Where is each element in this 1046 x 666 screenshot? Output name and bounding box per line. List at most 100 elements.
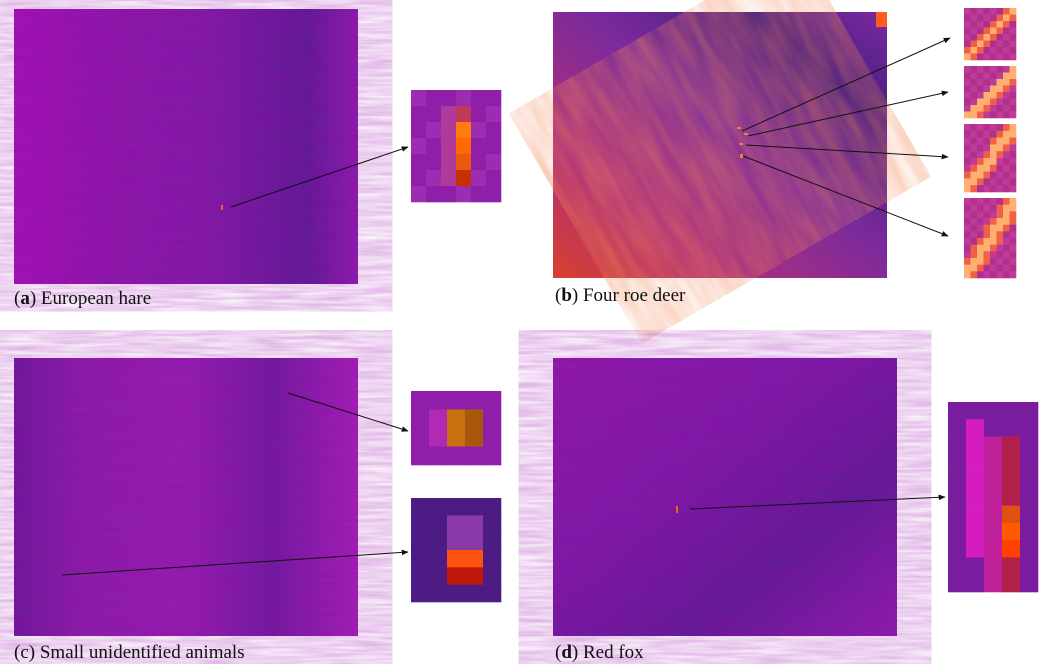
pixel xyxy=(970,171,978,179)
pixel xyxy=(984,436,1003,455)
pixel xyxy=(1003,79,1010,86)
pixel xyxy=(990,244,997,252)
pixel xyxy=(966,436,985,455)
pixel xyxy=(483,446,502,466)
pixel xyxy=(1009,264,1017,272)
pixel xyxy=(983,66,991,73)
pixel xyxy=(471,154,487,171)
pixel xyxy=(447,584,466,603)
pixel xyxy=(486,186,502,203)
pixel xyxy=(970,66,978,73)
pixel xyxy=(948,522,967,541)
pixel xyxy=(447,446,466,466)
pixel xyxy=(990,185,997,193)
pixel xyxy=(977,185,984,193)
pixel xyxy=(983,151,991,159)
pixel xyxy=(996,218,1004,225)
pixel xyxy=(1003,21,1010,28)
pixel xyxy=(977,79,984,86)
pixel xyxy=(983,218,991,225)
pixel xyxy=(964,258,971,265)
pixel xyxy=(990,130,997,138)
pixel xyxy=(447,391,466,410)
pixel xyxy=(426,90,442,107)
pixel xyxy=(1003,185,1010,193)
pixel xyxy=(970,178,978,186)
pixel xyxy=(1003,271,1010,279)
pixel xyxy=(483,391,502,410)
pixel xyxy=(983,238,991,245)
pixel xyxy=(966,402,985,420)
pixel xyxy=(411,106,427,123)
pixel xyxy=(1009,224,1017,232)
pixel xyxy=(977,211,984,219)
pixel xyxy=(483,550,502,568)
pixel xyxy=(983,79,991,86)
pixel xyxy=(970,258,978,265)
pixel xyxy=(441,154,457,171)
pixel xyxy=(970,124,978,132)
pixel xyxy=(983,244,991,252)
pixel xyxy=(983,224,991,232)
pixel xyxy=(429,567,448,585)
pixel xyxy=(964,21,971,28)
image-c xyxy=(14,358,358,636)
pixel xyxy=(996,8,1004,15)
pixel xyxy=(1003,98,1010,106)
pixel xyxy=(1009,211,1017,219)
pixel xyxy=(983,204,991,212)
pixel xyxy=(1009,34,1017,41)
pixel xyxy=(983,124,991,132)
pixel xyxy=(483,584,502,603)
pixel xyxy=(1002,557,1021,576)
pixel xyxy=(996,92,1004,99)
image-d xyxy=(553,358,897,636)
pixel xyxy=(977,264,984,272)
pixel xyxy=(1009,92,1017,99)
pixel xyxy=(1003,92,1010,99)
image-b xyxy=(509,0,931,344)
pixel xyxy=(970,211,978,219)
pixel xyxy=(1020,471,1039,489)
pixel xyxy=(990,105,997,112)
pixel xyxy=(964,264,971,272)
pixel xyxy=(1009,198,1017,205)
pixel xyxy=(983,53,991,61)
pixel xyxy=(1003,164,1010,172)
pixel xyxy=(990,34,997,41)
pixel xyxy=(970,231,978,239)
pixel xyxy=(990,124,997,132)
pixel xyxy=(996,14,1004,22)
pixel xyxy=(996,34,1004,41)
pixel xyxy=(964,92,971,99)
pixel xyxy=(983,231,991,239)
pixel xyxy=(977,111,984,119)
pixel xyxy=(948,471,967,489)
pixel xyxy=(948,453,967,472)
pixel xyxy=(964,34,971,41)
pixel xyxy=(990,111,997,119)
pixel xyxy=(996,164,1004,172)
pixel xyxy=(996,231,1004,239)
pixel xyxy=(465,498,484,516)
pixel xyxy=(990,137,997,145)
pixel xyxy=(983,258,991,265)
pixel xyxy=(996,27,1004,35)
pixel xyxy=(964,251,971,259)
pixel xyxy=(996,53,1004,61)
pixel xyxy=(970,98,978,106)
pixel xyxy=(964,185,971,193)
pixel xyxy=(983,251,991,259)
pixel xyxy=(970,111,978,119)
pixel xyxy=(1003,198,1010,205)
pixel xyxy=(456,122,472,139)
pixel xyxy=(1009,98,1017,106)
pixel xyxy=(977,40,984,48)
pixel xyxy=(411,550,430,568)
pixel xyxy=(970,85,978,93)
pixel xyxy=(977,27,984,35)
pixel xyxy=(465,567,484,585)
pixel xyxy=(970,164,978,172)
pixel xyxy=(990,264,997,272)
